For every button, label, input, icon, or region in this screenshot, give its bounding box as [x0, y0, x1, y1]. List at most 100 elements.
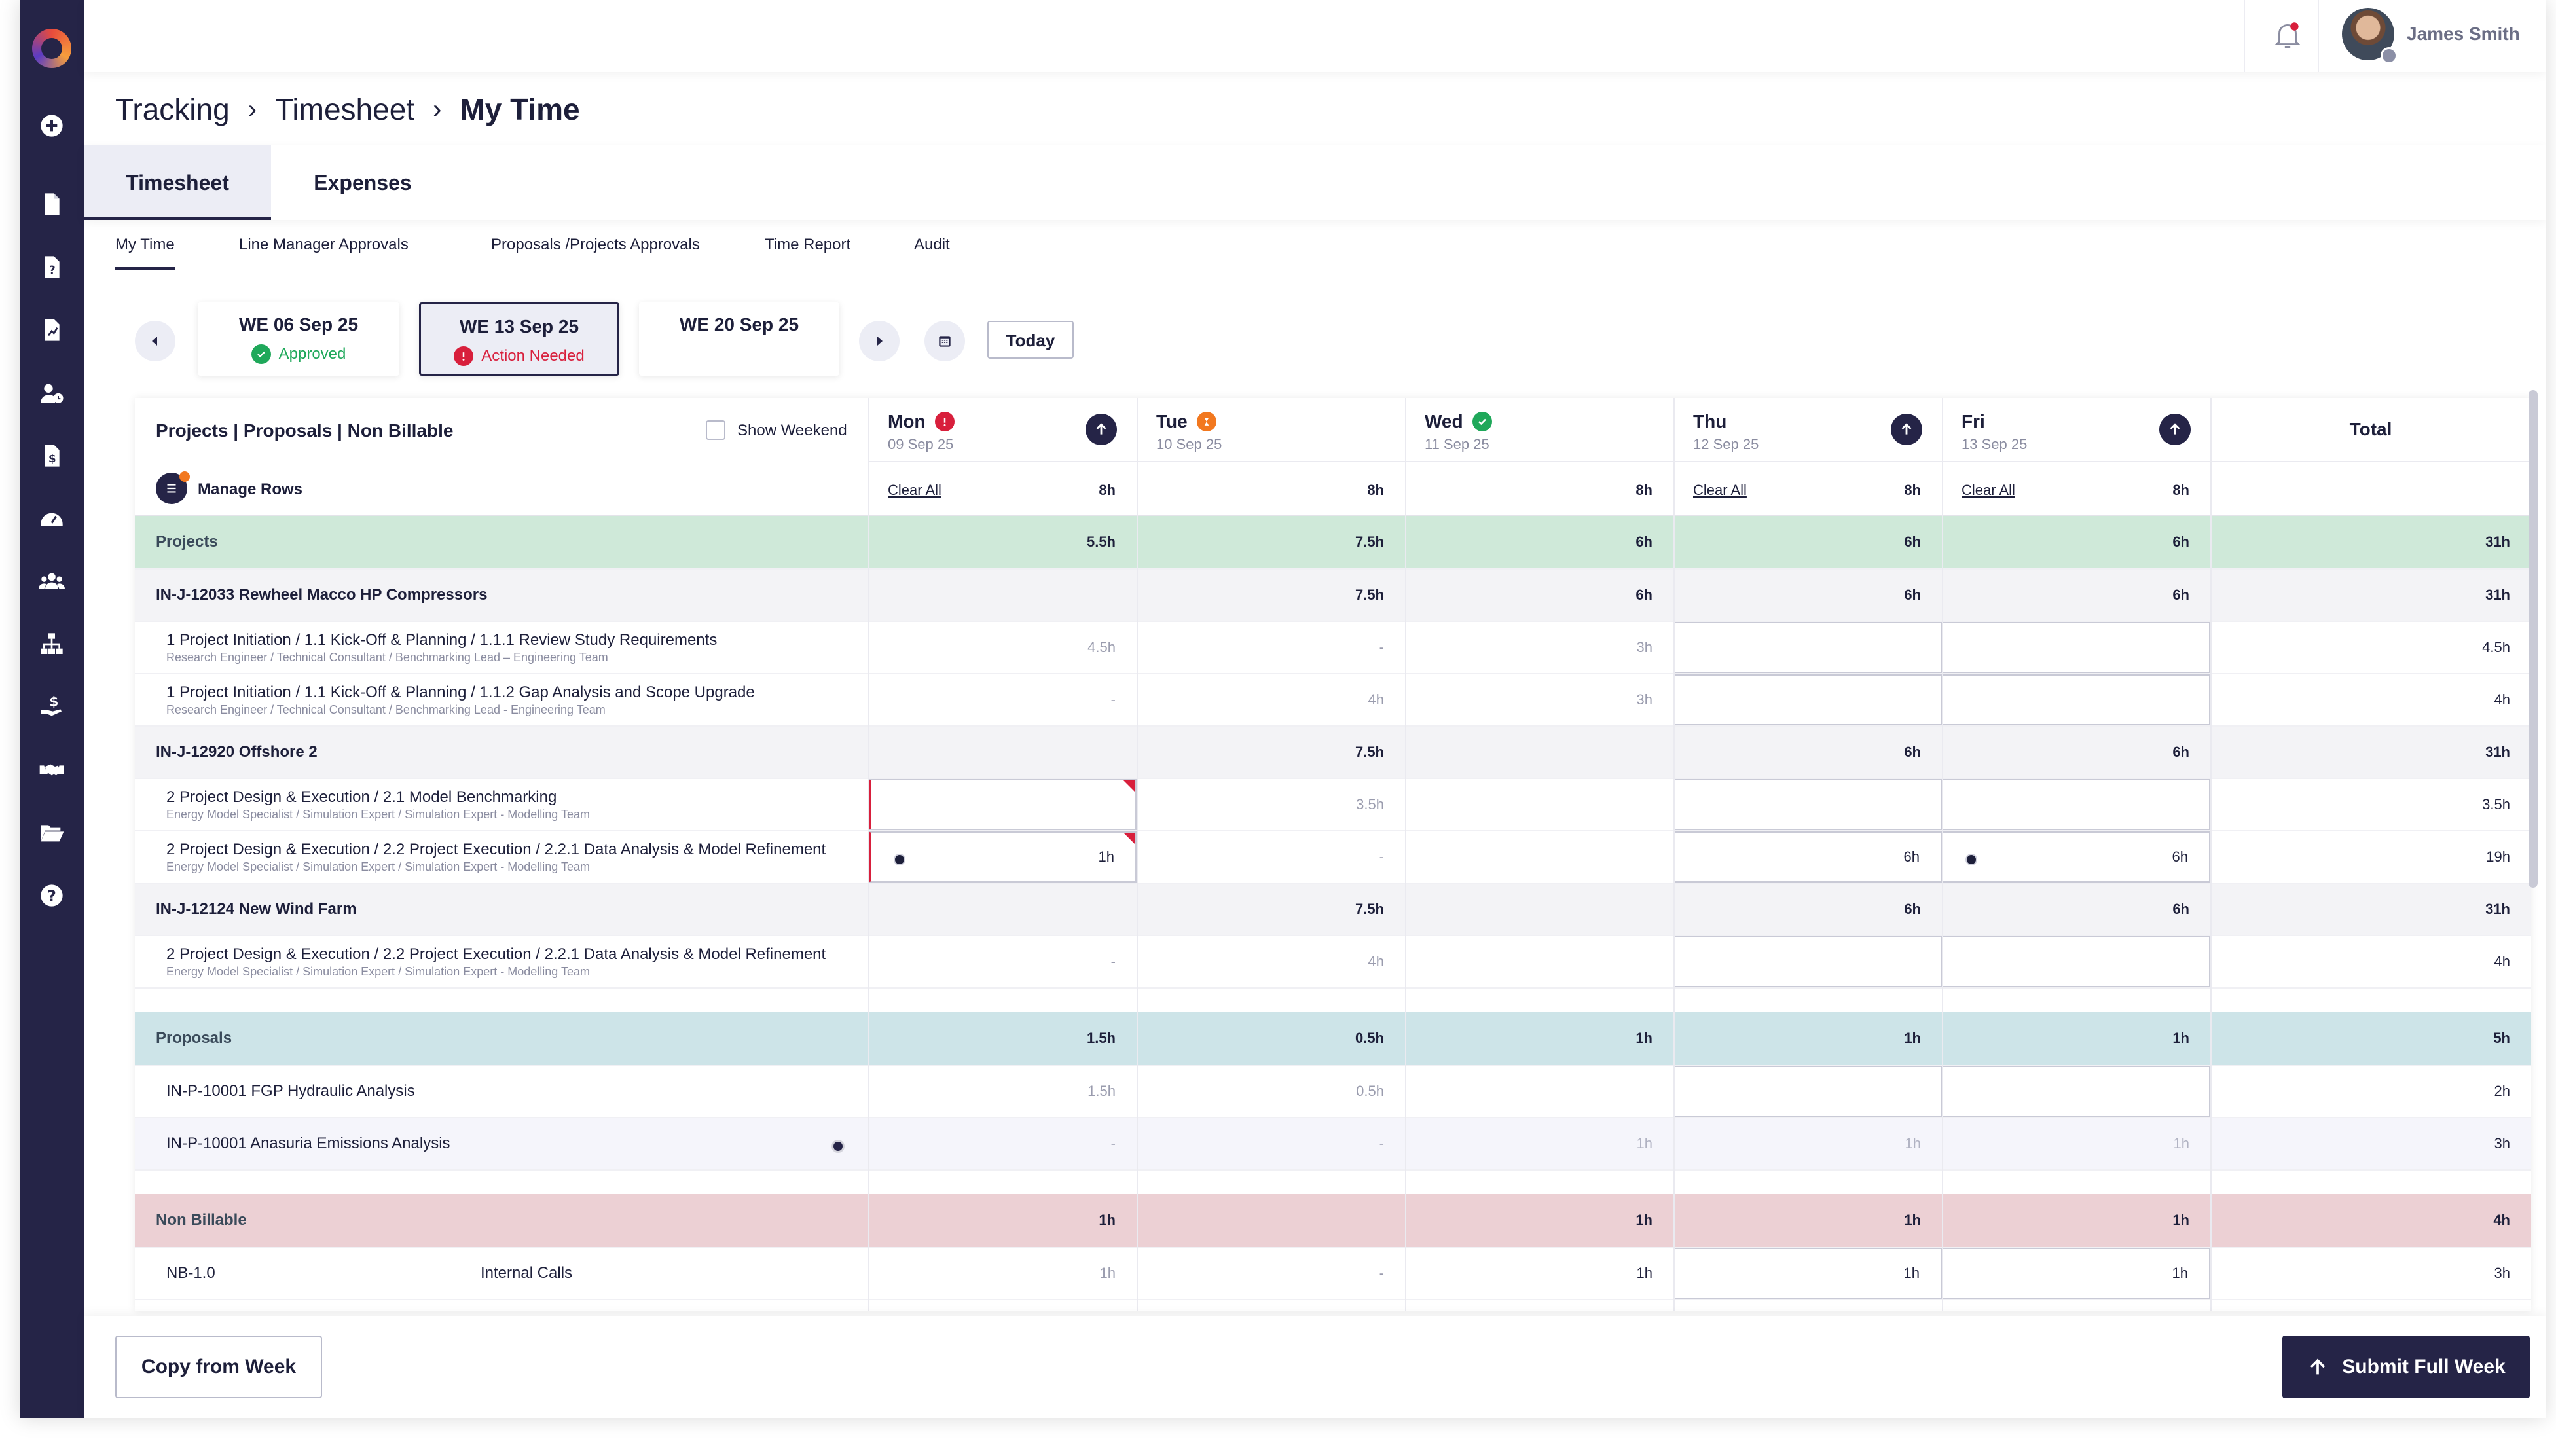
row-label: 2 Project Design & Execution / 2.2 Proje… — [166, 831, 826, 883]
hours-input[interactable] — [1673, 936, 1942, 987]
row-total: 2h — [2494, 1083, 2510, 1099]
clear-all-link[interactable]: Clear All — [1693, 482, 1747, 498]
breadcrumb-tracking[interactable]: Tracking — [115, 92, 230, 126]
main-tabs: Timesheet Expenses — [84, 145, 2546, 220]
hours-cell: - — [1379, 848, 1384, 865]
tab-expenses[interactable]: Expenses — [314, 171, 412, 194]
row-total: 5h — [2493, 1030, 2510, 1046]
manage-rows-label[interactable]: Manage Rows — [198, 481, 303, 498]
handshake-icon[interactable] — [39, 757, 65, 783]
subtab-time-report[interactable]: Time Report — [765, 236, 851, 253]
hours-cell: 1h — [2172, 1212, 2189, 1228]
next-week-button[interactable] — [859, 321, 900, 361]
row-total: 19h — [2486, 848, 2510, 865]
hours-input[interactable]: 1h — [1673, 1248, 1942, 1299]
clear-all-link[interactable]: Clear All — [888, 482, 941, 498]
notification-bell-icon[interactable] — [2271, 18, 2304, 51]
payment-hand-icon[interactable]: $ — [39, 693, 65, 720]
top-bar: James Smith — [84, 0, 2546, 72]
week-card[interactable]: WE 06 Sep 25 Approved — [198, 302, 399, 376]
copy-from-week-button[interactable]: Copy from Week — [115, 1336, 322, 1398]
hours-cell — [1405, 1066, 1673, 1117]
row-title: Proposals — [156, 1029, 232, 1047]
comment-dot-icon[interactable] — [831, 1140, 845, 1153]
previous-week-button[interactable] — [135, 321, 175, 361]
day-hours: 8h — [1904, 482, 1921, 498]
hours-input[interactable] — [1942, 779, 2210, 830]
week-card-selected[interactable]: WE 13 Sep 25 Action Needed — [419, 302, 619, 376]
breadcrumb-timesheet[interactable]: Timesheet — [275, 92, 415, 126]
day-date: 09 Sep 25 — [888, 436, 954, 452]
timesheet-grid: Projects | Proposals | Non Billable Show… — [135, 398, 2531, 1311]
user-clock-icon[interactable] — [39, 380, 65, 406]
day-hours: 8h — [2172, 482, 2189, 498]
dashboard-icon[interactable] — [39, 505, 65, 532]
subtab-proposals-projects-approvals[interactable]: Proposals /Projects Approvals — [491, 236, 700, 253]
hours-cell: 5.5h — [1086, 534, 1116, 550]
week-card[interactable]: WE 20 Sep 25 — [639, 302, 839, 376]
group-row: IN-J-12920 Offshore 2 7.5h 6h 6h 31h — [135, 727, 2531, 779]
team-icon[interactable] — [39, 568, 65, 594]
hours-cell: 6h — [2172, 901, 2189, 917]
upload-day-button[interactable] — [1891, 414, 1922, 445]
upload-day-button[interactable] — [1086, 414, 1117, 445]
day-label: Mon — [888, 411, 926, 431]
hours-input[interactable] — [1942, 936, 2210, 987]
hours-cell: - — [1379, 639, 1384, 655]
hours-cell: 1h — [1904, 1212, 1921, 1228]
hours-cell: 1.5h — [1086, 1030, 1116, 1046]
add-icon[interactable] — [39, 113, 65, 139]
show-weekend-label[interactable]: Show Weekend — [737, 422, 847, 439]
user-name[interactable]: James Smith — [2407, 24, 2520, 44]
document-icon[interactable] — [39, 191, 65, 217]
hours-input[interactable]: 6h — [1673, 831, 1942, 883]
today-button[interactable]: Today — [987, 321, 1074, 359]
folder-icon[interactable] — [39, 820, 65, 846]
hours-input[interactable] — [1673, 622, 1942, 673]
submit-full-week-button[interactable]: Submit Full Week — [2282, 1336, 2530, 1398]
hours-cell: 6h — [1635, 587, 1652, 603]
row-spacer — [135, 989, 2531, 1012]
hours-cell: 0.5h — [1356, 1083, 1384, 1099]
upload-day-button[interactable] — [2159, 414, 2191, 445]
hours-cell: - — [1110, 953, 1116, 970]
day-column-tue: Tue 10 Sep 25 8h — [1137, 398, 1405, 516]
help-document-icon[interactable]: ? — [39, 254, 65, 280]
comment-dot-icon[interactable] — [894, 854, 905, 865]
error-flag-icon — [1123, 833, 1135, 845]
hours-input[interactable] — [1942, 1066, 2210, 1117]
subtab-line-manager-approvals[interactable]: Line Manager Approvals — [239, 236, 409, 253]
day-date: 12 Sep 25 — [1693, 436, 1759, 452]
week-title: WE 13 Sep 25 — [459, 316, 579, 337]
hours-input[interactable] — [1942, 674, 2210, 725]
row-title: IN-P-10001 Anasuria Emissions Analysis — [166, 1135, 450, 1152]
show-weekend-checkbox[interactable] — [706, 420, 725, 440]
hours-cell — [868, 570, 1137, 621]
footer-bar: Copy from Week Submit Full Week — [84, 1316, 2546, 1418]
hours-input[interactable] — [1942, 622, 2210, 673]
hours-input[interactable]: 1h — [868, 831, 1137, 883]
hours-input[interactable]: 1h — [1942, 1248, 2210, 1299]
hours-input[interactable] — [1673, 1066, 1942, 1117]
hours-input[interactable] — [868, 779, 1137, 830]
row-label: IN-J-12124 New Wind Farm — [156, 884, 357, 935]
invoice-icon[interactable]: $ — [39, 443, 65, 469]
subtab-my-time[interactable]: My Time — [115, 236, 175, 270]
subtab-audit[interactable]: Audit — [914, 236, 950, 253]
hours-input[interactable] — [1673, 674, 1942, 725]
org-chart-icon[interactable] — [39, 631, 65, 657]
hours-cell — [1137, 1194, 1405, 1247]
clear-all-link[interactable]: Clear All — [1962, 482, 2015, 498]
hours-input[interactable]: 6h — [1942, 831, 2210, 883]
report-icon[interactable] — [39, 317, 65, 343]
row-total: 31h — [2485, 901, 2510, 917]
comment-dot-icon[interactable] — [1965, 854, 1977, 865]
manage-rows-icon[interactable] — [156, 471, 190, 504]
tab-timesheet[interactable]: Timesheet — [84, 145, 271, 220]
hours-input[interactable] — [1673, 779, 1942, 830]
calendar-button[interactable] — [924, 321, 965, 361]
help-icon[interactable]: ? — [39, 883, 65, 909]
chevron-right-icon: › — [433, 94, 442, 124]
grid-scrollbar[interactable] — [2529, 390, 2538, 888]
hours-cell: 6h — [1635, 534, 1652, 550]
